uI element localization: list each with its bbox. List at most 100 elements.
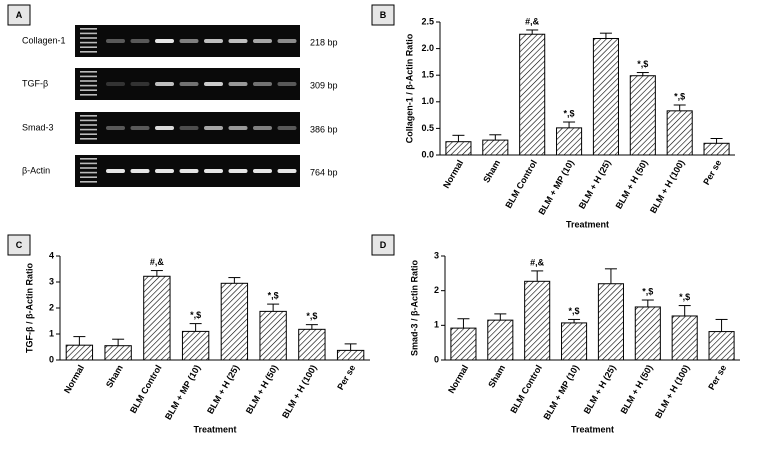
bar — [703, 142, 730, 156]
gel-band — [179, 39, 199, 43]
significance-label: *,$ — [642, 286, 653, 296]
gel-band — [130, 39, 150, 43]
ladder-band — [80, 158, 97, 160]
gel-band — [106, 82, 125, 86]
significance-label: *,$ — [569, 306, 580, 316]
bar — [336, 349, 365, 361]
ladder-band — [80, 128, 97, 131]
gel-band — [253, 169, 272, 173]
bar — [592, 37, 619, 156]
x-axis-title: Treatment — [566, 219, 609, 229]
gel-band — [155, 82, 174, 86]
ladder-band — [80, 133, 97, 135]
significance-label: *,$ — [268, 290, 279, 300]
bar — [634, 306, 661, 361]
gel-band — [155, 169, 174, 173]
ladder-band — [80, 176, 97, 178]
bar — [487, 319, 514, 361]
ladder-band — [80, 94, 97, 96]
ladder-band — [80, 124, 97, 126]
bar — [220, 282, 249, 361]
bar — [259, 310, 287, 361]
bar — [671, 315, 698, 361]
bar — [524, 280, 551, 361]
y-tick-label: 0 — [49, 354, 54, 364]
bar — [556, 127, 583, 156]
ladder-band — [80, 138, 97, 140]
gel-band — [204, 169, 223, 173]
panel-label-box — [371, 234, 395, 256]
y-tick-label: 4 — [49, 250, 54, 260]
bar — [629, 75, 656, 156]
gel-band — [228, 39, 248, 43]
gel-band — [179, 126, 199, 130]
ladder-band — [80, 171, 97, 174]
y-tick-label: 2.5 — [421, 16, 434, 26]
gel-band — [277, 39, 297, 43]
gel-band — [253, 39, 272, 43]
gel-band — [277, 169, 297, 173]
bar — [445, 141, 472, 156]
gel-row-label: Smad-3 — [22, 122, 54, 132]
significance-label: *,$ — [306, 311, 317, 321]
ladder-band — [80, 162, 97, 165]
y-tick-label: 1.5 — [421, 70, 434, 80]
ladder-band — [80, 51, 97, 53]
ladder-band — [80, 181, 97, 183]
y-tick-label: 1.0 — [421, 96, 434, 106]
panel-label-box — [371, 4, 395, 26]
gel-band — [130, 82, 150, 86]
gel-row-label: Collagen-1 — [22, 35, 66, 45]
panel-label: D — [380, 240, 387, 250]
y-tick-label: 2 — [434, 285, 439, 295]
y-axis-title: TGF-β / β-Actin Ratio — [24, 263, 34, 353]
panel-label: A — [16, 10, 23, 20]
gel-size-label: 309 bp — [310, 80, 338, 90]
significance-label: *,$ — [637, 59, 648, 69]
significance-label: #,& — [525, 16, 540, 26]
significance-label: #,& — [150, 257, 165, 267]
gel-band — [228, 169, 248, 173]
ladder-band — [80, 28, 97, 30]
y-tick-label: 2.0 — [421, 43, 434, 53]
ladder-band — [80, 37, 97, 39]
gel-band — [155, 126, 174, 130]
ladder-band — [80, 75, 97, 78]
y-axis-title: Smad-3 / β-Actin Ratio — [409, 260, 419, 357]
panel-label: B — [380, 10, 387, 20]
bar — [65, 344, 94, 361]
y-tick-label: 2 — [49, 302, 54, 312]
ladder-band — [80, 167, 97, 169]
gel-band — [277, 126, 297, 130]
x-axis-title: Treatment — [571, 424, 614, 434]
gel-panel — [75, 25, 300, 187]
bar — [450, 327, 477, 361]
y-axis-title: Collagen-1 / β-Actin Ratio — [404, 33, 414, 143]
gel-band — [204, 82, 223, 86]
y-tick-label: 0 — [434, 354, 439, 364]
panel-label-box — [7, 4, 31, 26]
bar — [298, 328, 326, 361]
gel-band — [130, 169, 150, 173]
gel-size-label: 386 bp — [310, 124, 338, 134]
gel-band — [204, 39, 223, 43]
ladder-band — [80, 89, 97, 91]
gel-row-label: β-Actin — [22, 165, 50, 175]
y-tick-label: 1 — [434, 320, 439, 330]
gel-band — [106, 39, 125, 43]
y-tick-label: 1 — [49, 328, 54, 338]
ladder-band — [80, 80, 97, 82]
ladder-band — [80, 32, 97, 35]
gel-band — [179, 169, 199, 173]
significance-label: *,$ — [674, 91, 685, 101]
ladder-band — [80, 115, 97, 117]
y-tick-label: 0.5 — [421, 123, 434, 133]
y-tick-label: 3 — [434, 250, 439, 260]
significance-label: *,$ — [564, 108, 575, 118]
significance-label: #,& — [530, 257, 545, 267]
x-axis-title: Treatment — [193, 424, 236, 434]
bar — [104, 345, 132, 361]
bar — [708, 331, 735, 361]
gel-band — [253, 82, 272, 86]
